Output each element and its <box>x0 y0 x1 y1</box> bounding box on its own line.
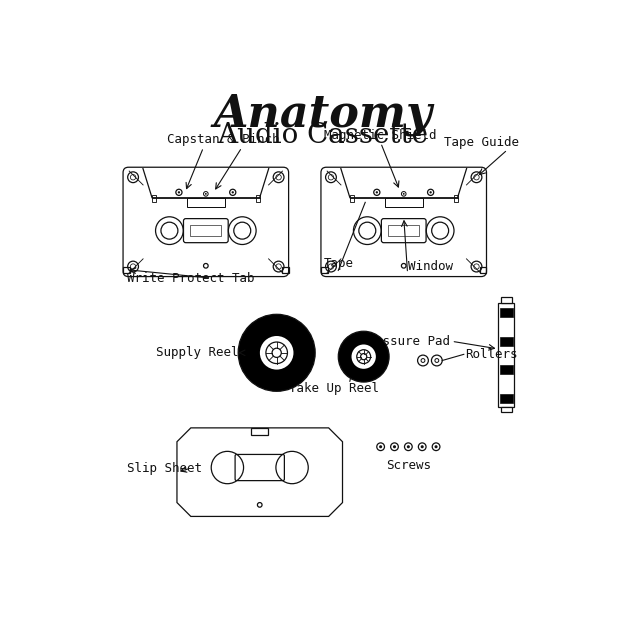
Circle shape <box>407 445 410 449</box>
Text: Write Protect Tab: Write Protect Tab <box>127 272 254 285</box>
Text: Slip Sheet: Slip Sheet <box>127 462 202 475</box>
Bar <box>454 195 457 202</box>
Circle shape <box>232 191 234 193</box>
Bar <box>500 365 513 374</box>
Bar <box>500 308 513 318</box>
Bar <box>500 336 513 346</box>
Circle shape <box>338 331 389 382</box>
Text: Anatomy: Anatomy <box>214 93 432 135</box>
Text: Take Up Reel: Take Up Reel <box>289 382 379 395</box>
Bar <box>123 267 130 273</box>
Circle shape <box>205 193 207 195</box>
Bar <box>321 267 328 273</box>
Bar <box>479 267 486 273</box>
Text: Tape Guide: Tape Guide <box>444 135 519 149</box>
Bar <box>187 198 225 207</box>
Text: Capstan & Pinch: Capstan & Pinch <box>166 134 279 146</box>
Bar <box>256 195 260 202</box>
Circle shape <box>238 314 315 391</box>
Text: Screws: Screws <box>386 459 431 472</box>
FancyBboxPatch shape <box>321 167 486 277</box>
Circle shape <box>178 191 180 193</box>
Circle shape <box>353 346 374 367</box>
Circle shape <box>393 445 396 449</box>
Bar <box>385 198 423 207</box>
Bar <box>190 226 222 236</box>
Circle shape <box>421 445 424 449</box>
Text: Rollers: Rollers <box>466 348 518 361</box>
Bar <box>501 407 512 412</box>
Bar <box>388 226 420 236</box>
Bar <box>500 394 513 403</box>
Bar <box>251 428 268 435</box>
Text: Pressure Pad: Pressure Pad <box>360 335 450 348</box>
Text: Tape: Tape <box>323 256 353 270</box>
Circle shape <box>403 193 404 195</box>
FancyBboxPatch shape <box>123 167 289 277</box>
Bar <box>152 195 156 202</box>
Text: Magnetic Shield: Magnetic Shield <box>324 129 437 142</box>
Circle shape <box>430 191 432 193</box>
Bar <box>501 297 512 303</box>
Bar <box>350 195 354 202</box>
Text: Audio Cassette: Audio Cassette <box>217 122 428 149</box>
Bar <box>498 303 514 407</box>
Circle shape <box>379 445 382 449</box>
Circle shape <box>435 445 438 449</box>
Circle shape <box>262 338 291 367</box>
Text: Supply Reel: Supply Reel <box>156 346 238 359</box>
Bar <box>282 267 289 273</box>
Circle shape <box>375 191 378 193</box>
Text: Window: Window <box>408 260 452 273</box>
